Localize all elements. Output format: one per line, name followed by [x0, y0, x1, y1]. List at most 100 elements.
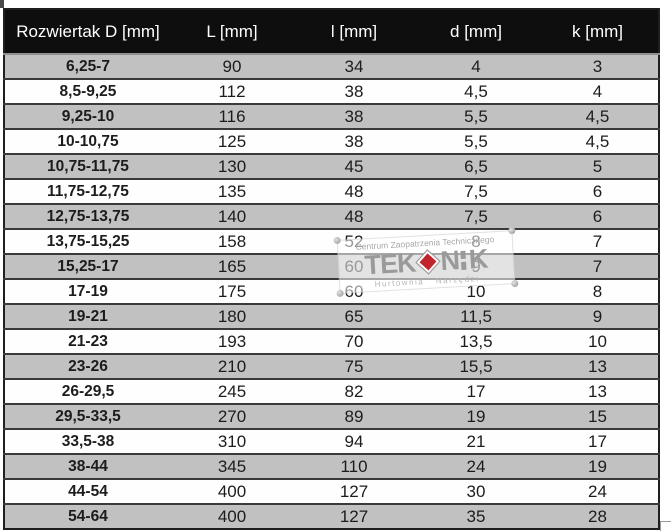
table-row: 10,75-11,75 130 45 6,5 5: [4, 153, 659, 179]
value-cell: 180: [171, 303, 293, 329]
value-cell: 38: [293, 78, 415, 104]
table-row: 23-26 210 75 15,5 13: [4, 353, 659, 379]
table-row: 6,25-7 90 34 4 3: [4, 53, 659, 79]
value-cell: 17: [537, 428, 659, 454]
value-cell: 11,5: [415, 303, 537, 329]
value-cell: 4,5: [415, 78, 537, 104]
value-cell: 130: [171, 153, 293, 179]
value-cell: 94: [293, 428, 415, 454]
table-row: 13,75-15,251585287: [4, 228, 659, 254]
value-cell: 90: [171, 53, 293, 79]
table-row: 17-1917560108: [4, 278, 659, 304]
value-cell: 165: [171, 253, 293, 279]
table-row: 21-23 193 70 13,5 10: [4, 328, 659, 354]
range-cell: 11,75-12,75: [4, 178, 171, 204]
value-cell: 19: [415, 403, 537, 429]
range-cell: 38-44: [4, 453, 171, 479]
value-cell: 8: [537, 278, 659, 304]
range-cell: 33,5-38: [4, 428, 171, 454]
value-cell: 4,5: [537, 128, 659, 154]
value-cell: 210: [171, 353, 293, 379]
value-cell: 70: [293, 328, 415, 354]
value-cell: 140: [171, 203, 293, 229]
table-row: 9,25-10 116 38 5,5 4,5: [4, 103, 659, 129]
value-cell: 45: [293, 153, 415, 179]
value-cell: 89: [293, 403, 415, 429]
value-cell: 112: [171, 78, 293, 104]
value-cell: 15: [537, 403, 659, 429]
range-cell: 6,25-7: [4, 53, 171, 79]
range-cell: 44-54: [4, 478, 171, 504]
column-header: d [mm]: [415, 9, 537, 54]
value-cell: 3: [537, 53, 659, 79]
range-cell: 29,5-33,5: [4, 403, 171, 429]
value-cell: 245: [171, 378, 293, 404]
value-cell: 4,5: [537, 103, 659, 129]
range-cell: 10-10,75: [4, 128, 171, 154]
table-row: 19-21 180 65 11,5 9: [4, 303, 659, 329]
value-cell: 34: [293, 53, 415, 79]
value-cell: 7: [537, 228, 659, 254]
photo-corner-artifact: [0, 0, 4, 8]
screw-icon: [333, 236, 341, 245]
value-cell: 7,5: [415, 178, 537, 204]
value-cell: 5: [537, 153, 659, 179]
value-cell: 7: [537, 253, 659, 279]
range-cell: 12,75-13,75: [4, 203, 171, 229]
range-cell: 23-26: [4, 353, 171, 379]
range-cell: 54-64: [4, 503, 171, 529]
value-cell: 28: [537, 503, 659, 529]
logo-text-tek: TEK: [363, 247, 417, 281]
value-cell: 35: [415, 503, 537, 529]
range-cell: 21-23: [4, 328, 171, 354]
value-cell: 24: [415, 453, 537, 479]
table-row: 38-44 345 110 24 19: [4, 453, 659, 479]
range-cell: 13,75-15,25: [4, 228, 171, 254]
range-cell: 8,5-9,25: [4, 78, 171, 104]
value-cell: 65: [293, 303, 415, 329]
header-row: Rozwiertak D [mm] L [mm] l [mm] d [mm] k [mm…: [4, 9, 659, 54]
value-cell: 158: [171, 228, 293, 254]
value-cell: 82: [293, 378, 415, 404]
column-header: L [mm]: [171, 9, 293, 54]
value-cell: 135: [171, 178, 293, 204]
value-cell: 116: [171, 103, 293, 129]
column-header: Rozwiertak D [mm]: [4, 9, 171, 54]
value-cell: 48: [293, 203, 415, 229]
value-cell: 24: [537, 478, 659, 504]
table-row: 26-29,5 245 82 17 13: [4, 378, 659, 404]
table-row: 29,5-33,5 270 89 19 15: [4, 403, 659, 429]
teknik-watermark: Centrum Zaopatrzenia Technicznego TEK N …: [333, 226, 519, 298]
value-cell: 127: [293, 503, 415, 529]
table-row: 8,5-9,25 112 38 4,5 4: [4, 78, 659, 104]
value-cell: 6,5: [415, 153, 537, 179]
value-cell: 310: [171, 428, 293, 454]
value-cell: 193: [171, 328, 293, 354]
table-row: 44-54 400 127 30 24: [4, 478, 659, 504]
column-header: k [mm]: [537, 9, 659, 54]
table-row: 12,75-13,75 140 48 7,5 6: [4, 203, 659, 229]
value-cell: 400: [171, 503, 293, 529]
value-cell: 400: [171, 478, 293, 504]
logo-letter-i-icon: [460, 250, 467, 270]
value-cell: 13: [537, 353, 659, 379]
value-cell: 38: [293, 103, 415, 129]
value-cell: 5,5: [415, 103, 537, 129]
value-cell: 4: [537, 78, 659, 104]
logo-text-n: N: [439, 244, 460, 276]
value-cell: 75: [293, 353, 415, 379]
value-cell: 345: [171, 453, 293, 479]
table-row: 10-10,75 125 38 5,5 4,5: [4, 128, 659, 154]
value-cell: 6: [537, 203, 659, 229]
table-row: 33,5-38 310 94 21 17: [4, 428, 659, 454]
range-cell: 15,25-17: [4, 253, 171, 279]
value-cell: 127: [293, 478, 415, 504]
table-header: Rozwiertak D [mm] L [mm] l [mm] d [mm] k [mm…: [4, 9, 659, 54]
value-cell: 270: [171, 403, 293, 429]
value-cell: 15,5: [415, 353, 537, 379]
value-cell: 38: [293, 128, 415, 154]
reamer-size-table: Rozwiertak D [mm] L [mm] l [mm] d [mm] k [mm…: [3, 8, 660, 530]
value-cell: 19: [537, 453, 659, 479]
range-cell: 19-21: [4, 303, 171, 329]
